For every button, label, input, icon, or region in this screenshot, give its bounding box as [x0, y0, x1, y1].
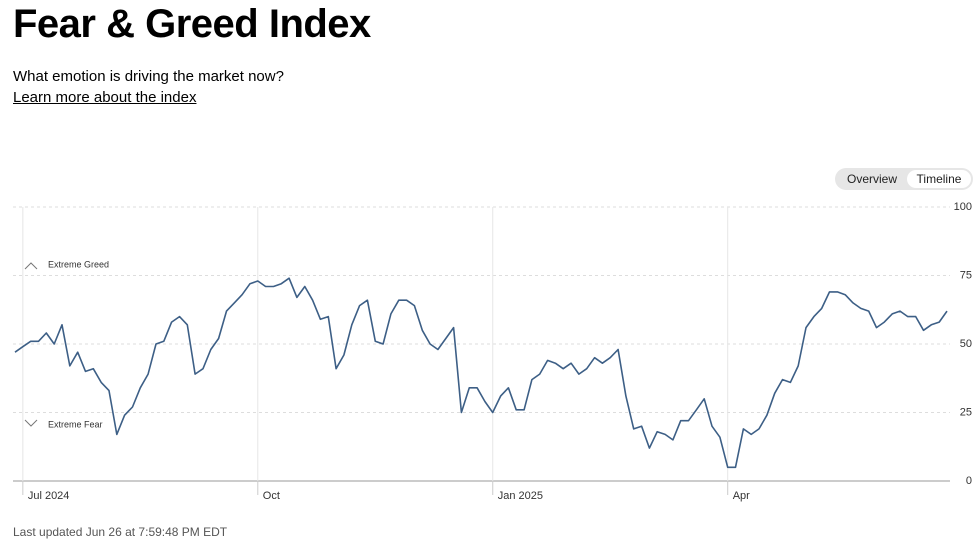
greed-icon [24, 262, 38, 270]
annotation: Extreme Fear [48, 419, 103, 429]
y-tick-label: 0 [966, 475, 972, 487]
index-line [14, 277, 948, 469]
annotation: Extreme Greed [48, 259, 109, 269]
last-updated: Last updated Jun 26 at 7:59:48 PM EDT [13, 525, 228, 539]
x-tick-label: Oct [263, 490, 280, 502]
tab-overview[interactable]: Overview [846, 172, 897, 186]
tab-timeline[interactable]: Timeline [907, 170, 971, 188]
chart: Extreme Greed Extreme Fear 0 25 50 75 100 Jul… [13, 201, 972, 502]
y-tick-label: 25 [960, 406, 972, 418]
tab-switch: Overview Timeline [835, 168, 973, 190]
page-title: Fear & Greed Index [13, 2, 371, 46]
x-tick-label: Apr [733, 490, 750, 502]
subtitle: What emotion is driving the market now? [13, 68, 284, 85]
x-tick-label: Jul 2024 [28, 490, 70, 502]
x-tick-label: Jan 2025 [498, 490, 543, 502]
fear-icon [24, 419, 38, 427]
y-tick-label: 50 [960, 338, 972, 350]
y-tick-label: 75 [960, 269, 972, 281]
learn-more-link[interactable]: Learn more about the index [13, 89, 197, 106]
y-tick-label: 100 [954, 201, 972, 213]
